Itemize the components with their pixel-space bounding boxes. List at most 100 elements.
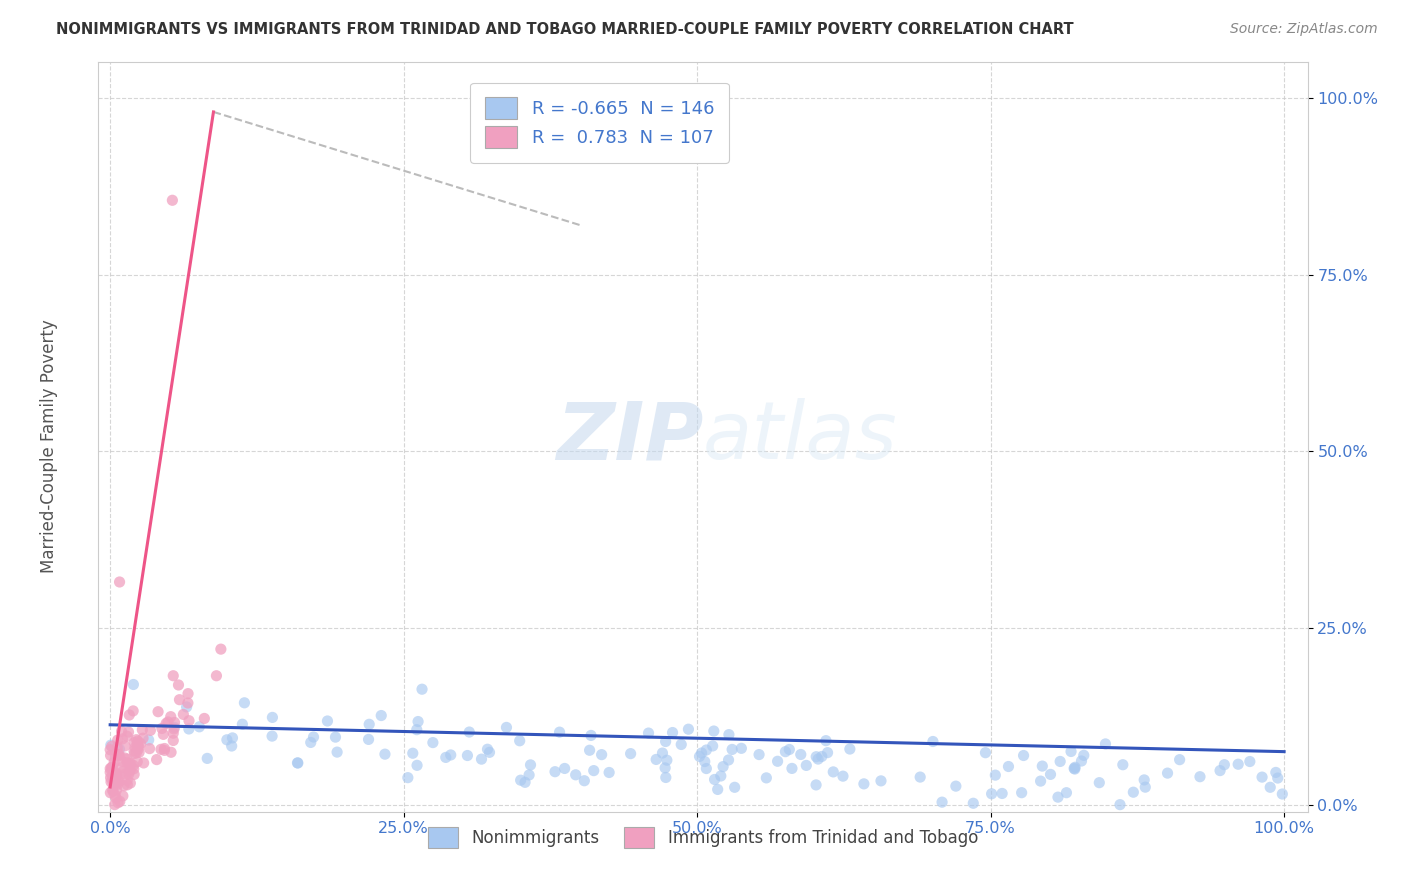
Point (287, 756, 309, 770)
Point (852, 777, 875, 791)
Point (790, 747, 813, 762)
Point (651, 746, 673, 760)
Point (100, 786, 122, 800)
Point (107, 748, 129, 763)
Point (112, 764, 135, 779)
Point (117, 752, 139, 766)
Point (287, 756, 309, 770)
Point (1039, 767, 1062, 781)
Point (775, 745, 797, 759)
Point (766, 754, 789, 768)
Point (114, 751, 136, 765)
Point (838, 742, 860, 756)
Point (172, 707, 194, 722)
Point (122, 744, 145, 758)
Text: atlas: atlas (703, 398, 898, 476)
Point (299, 735, 322, 749)
Point (554, 761, 576, 775)
Text: Source: ZipAtlas.com: Source: ZipAtlas.com (1230, 22, 1378, 37)
Point (117, 725, 139, 739)
Point (655, 771, 678, 785)
Point (690, 746, 713, 760)
Point (107, 773, 129, 788)
Point (122, 677, 145, 691)
Point (111, 789, 134, 803)
Point (155, 716, 177, 731)
Point (370, 708, 392, 723)
Point (689, 749, 711, 764)
Point (108, 747, 131, 762)
Point (160, 745, 183, 759)
Point (98, 742, 121, 756)
Point (131, 723, 153, 737)
Point (710, 769, 733, 783)
Point (1031, 759, 1053, 773)
Point (509, 773, 531, 788)
Point (440, 747, 463, 762)
Point (406, 714, 429, 729)
Point (810, 749, 832, 764)
Point (984, 768, 1007, 782)
Point (108, 774, 131, 789)
Point (101, 782, 124, 797)
Point (302, 730, 325, 744)
Point (101, 760, 124, 774)
Point (262, 710, 284, 724)
Point (804, 778, 827, 792)
Point (1046, 790, 1069, 805)
Point (458, 725, 481, 739)
Point (100, 738, 122, 752)
Point (1064, 760, 1087, 774)
Point (188, 720, 211, 734)
Point (101, 770, 124, 784)
Point (100, 748, 122, 763)
Point (778, 742, 800, 756)
Point (703, 724, 725, 739)
Point (103, 766, 125, 780)
Point (159, 709, 181, 723)
Point (114, 739, 136, 753)
Point (129, 737, 152, 751)
Point (1054, 786, 1077, 800)
Point (156, 714, 179, 729)
Point (478, 745, 501, 759)
Point (579, 728, 602, 742)
Point (162, 669, 184, 683)
Point (748, 747, 770, 762)
Point (730, 741, 752, 756)
Point (991, 787, 1014, 801)
Point (509, 733, 531, 747)
Point (104, 776, 127, 790)
Point (127, 739, 149, 754)
Point (997, 759, 1019, 773)
Point (1188, 770, 1211, 784)
Point (115, 729, 138, 743)
Point (1156, 766, 1178, 780)
Point (544, 764, 567, 779)
Point (695, 762, 717, 776)
Point (105, 740, 128, 755)
Point (114, 767, 136, 781)
Point (1209, 764, 1232, 778)
Point (233, 696, 256, 710)
Point (118, 708, 141, 723)
Point (908, 770, 931, 784)
Point (823, 764, 845, 779)
Point (120, 763, 142, 777)
Point (112, 779, 135, 793)
Point (118, 759, 141, 773)
Point (100, 761, 122, 775)
Point (807, 752, 830, 766)
Point (922, 734, 945, 748)
Point (120, 756, 142, 771)
Point (1070, 754, 1092, 768)
Point (153, 741, 176, 756)
Point (104, 797, 127, 812)
Point (150, 722, 173, 736)
Point (456, 748, 478, 763)
Point (98, 765, 121, 780)
Point (1060, 744, 1083, 758)
Point (163, 722, 186, 736)
Point (105, 783, 128, 797)
Point (107, 796, 129, 810)
